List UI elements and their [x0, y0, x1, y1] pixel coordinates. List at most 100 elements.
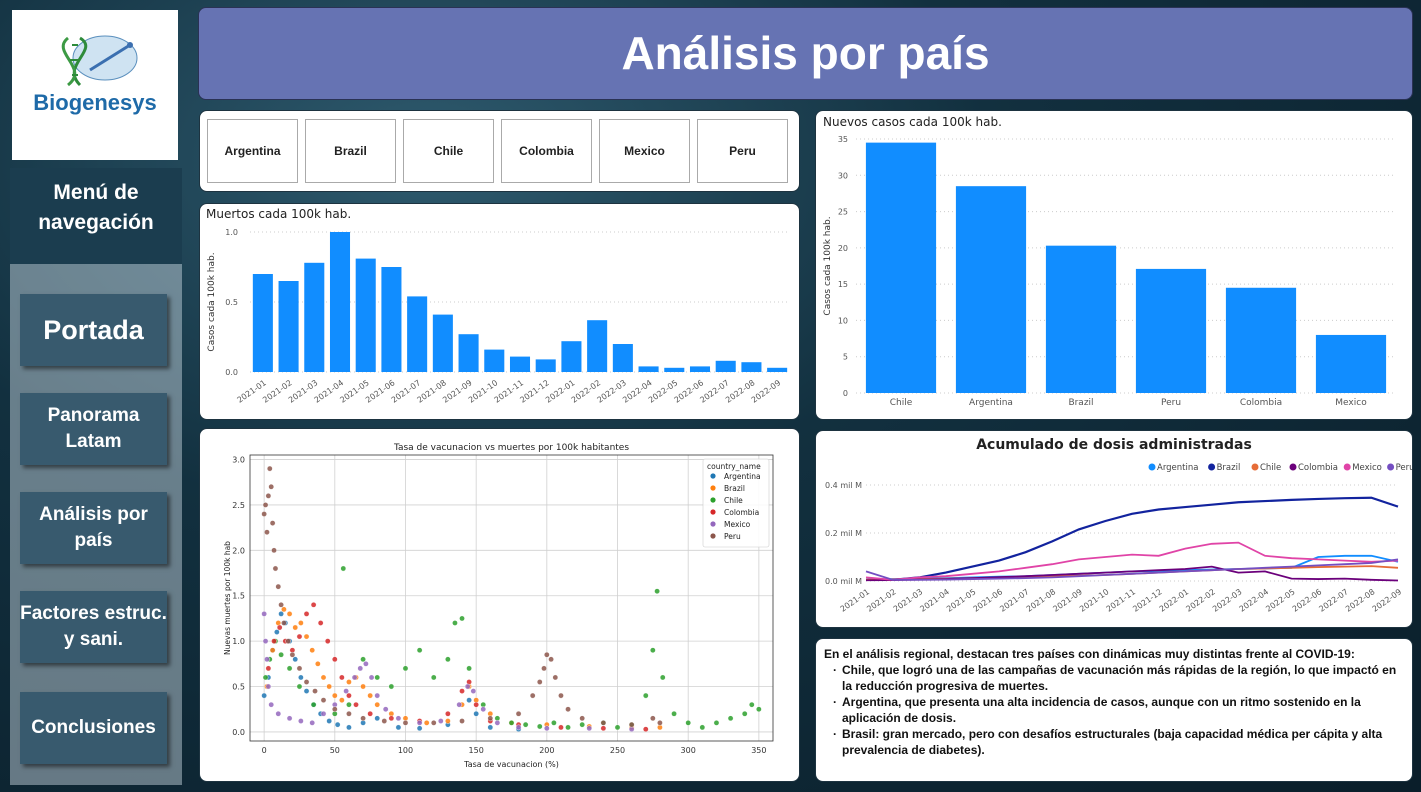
scatter-point-colombia: [265, 665, 272, 672]
scatter-point-chile: [402, 665, 409, 672]
scatter-point-peru: [650, 715, 656, 722]
scatter-point-brazil: [315, 661, 321, 667]
scatter-point-brazil: [367, 692, 373, 699]
scatter-point-mexico: [464, 683, 471, 690]
slicer-option-chile[interactable]: Chile: [403, 119, 494, 183]
doses-x-tick: 2021-03: [892, 587, 925, 614]
cases-bar: [1135, 268, 1207, 393]
scatter-point-mexico: [320, 710, 327, 717]
scatter-point-chile: [551, 720, 557, 726]
scatter-point-brazil: [346, 679, 352, 685]
nav-button-factores[interactable]: Factores estruc. y sani.: [20, 591, 167, 663]
scatter-point-peru: [303, 679, 310, 685]
cases-y-axis-label: Casos cada 100k hab.: [823, 216, 833, 315]
doses-chart: 0.0 mil M0.2 mil M0.4 mil M2021-012021-0…: [825, 463, 1412, 614]
scatter-point-peru: [552, 674, 559, 681]
deaths-bar: [715, 360, 736, 372]
scatter-point-peru: [278, 602, 284, 608]
summary-intro: En el análisis regional, destacan tres p…: [824, 647, 1355, 661]
scatter-point-chile: [642, 692, 649, 699]
logo: Biogenesys: [12, 10, 178, 160]
scatter-x-tick: 100: [398, 746, 413, 755]
cases-y-tick: 35: [838, 135, 848, 144]
scatter-point-chile: [459, 615, 465, 622]
doses-chart-title: Acumulado de dosis administradas: [976, 437, 1252, 453]
scatter-y-tick: 3.0: [232, 456, 245, 465]
scatter-point-peru: [264, 529, 270, 535]
doses-x-tick: 2022-07: [1317, 587, 1350, 614]
scatter-legend-label: Colombia: [724, 508, 759, 517]
scatter-legend-label: Brazil: [724, 484, 745, 493]
nav-button-analisis-por-pais[interactable]: Análisis por país: [20, 492, 167, 564]
scatter-plot-frame: [249, 454, 774, 742]
scatter-point-mexico: [309, 720, 315, 726]
scatter-x-tick: 50: [330, 746, 340, 755]
doses-x-tick: 2021-02: [865, 587, 898, 614]
cases-chart-title: Nuevos casos cada 100k hab.: [823, 115, 1002, 129]
scatter-point-argentina: [303, 688, 310, 694]
scatter-point-colombia: [558, 724, 564, 731]
slicer-option-mexico[interactable]: Mexico: [599, 119, 690, 183]
scatter-point-brazil: [292, 624, 299, 631]
cases-bar: [1225, 287, 1297, 393]
slicer-option-peru[interactable]: Peru: [697, 119, 788, 183]
scatter-point-chile: [650, 647, 656, 654]
deaths-bar: [587, 320, 608, 372]
doses-x-tick: 2021-01: [839, 587, 872, 614]
scatter-point-chile: [579, 721, 585, 728]
deaths-bar: [252, 274, 273, 372]
nav-button-portada[interactable]: Portada: [20, 294, 167, 366]
scatter-point-chile: [360, 656, 366, 663]
scatter-point-mexico: [416, 720, 423, 726]
cases-y-tick: 20: [838, 244, 848, 253]
scatter-point-chile: [659, 674, 666, 681]
doses-chart-panel: Acumulado de dosis administradas 0.0 mil…: [815, 430, 1413, 628]
scatter-point-peru: [289, 651, 296, 658]
scatter-y-tick: 1.0: [232, 637, 245, 646]
doses-x-tick: 2022-06: [1291, 587, 1324, 614]
scatter-point-mexico: [368, 674, 375, 681]
scatter-point-argentina: [473, 710, 479, 717]
scatter-point-chile: [296, 683, 303, 690]
scatter-point-peru: [430, 720, 437, 726]
scatter-point-chile: [522, 721, 529, 728]
deaths-bar: [458, 334, 479, 372]
doses-x-tick: 2021-07: [998, 587, 1031, 614]
summary-panel: En el análisis regional, destacan tres p…: [815, 638, 1413, 782]
country-slicer: Argentina Brazil Chile Colombia Mexico P…: [199, 110, 800, 192]
slicer-option-argentina[interactable]: Argentina: [207, 119, 298, 183]
scatter-point-colombia: [367, 710, 373, 717]
nav-button-conclusiones[interactable]: Conclusiones: [20, 692, 167, 764]
scatter-point-mexico: [456, 701, 463, 708]
slicer-option-colombia[interactable]: Colombia: [501, 119, 592, 183]
scatter-point-chile: [452, 620, 458, 626]
scatter-point-peru: [628, 721, 635, 728]
doses-series-line-mexico: [865, 541, 1399, 581]
scatter-legend-label: Argentina: [724, 472, 761, 481]
scatter-point-brazil: [332, 692, 338, 699]
cases-x-tick: Chile: [890, 398, 913, 408]
scatter-point-mexico: [363, 661, 369, 667]
cases-x-tick: Mexico: [1335, 398, 1367, 408]
doses-x-tick: 2022-08: [1344, 587, 1377, 614]
deaths-y-tick: 0.0: [225, 368, 238, 377]
deaths-y-tick: 0.5: [225, 298, 238, 307]
scatter-point-colombia: [310, 602, 317, 608]
cases-y-tick: 25: [838, 208, 848, 217]
deaths-bar: [304, 262, 325, 372]
doses-legend-label: Colombia: [1298, 463, 1338, 473]
scatter-point-colombia: [339, 674, 345, 681]
scatter-chart: Tasa de vacunacion vs muertes por 100k h…: [223, 443, 774, 769]
nav-button-panorama-latam[interactable]: Panorama Latam: [20, 393, 167, 465]
doses-legend-marker: [1289, 463, 1297, 471]
deaths-bar: [329, 232, 351, 372]
scatter-point-brazil: [269, 647, 276, 654]
scatter-point-colombia: [445, 710, 451, 717]
cases-y-tick: 5: [843, 353, 848, 362]
doses-series-line-peru: [865, 558, 1399, 581]
scatter-point-chile: [699, 724, 706, 731]
scatter-point-mexico: [438, 718, 444, 724]
scatter-point-peru: [285, 638, 291, 644]
slicer-option-brazil[interactable]: Brazil: [305, 119, 396, 183]
